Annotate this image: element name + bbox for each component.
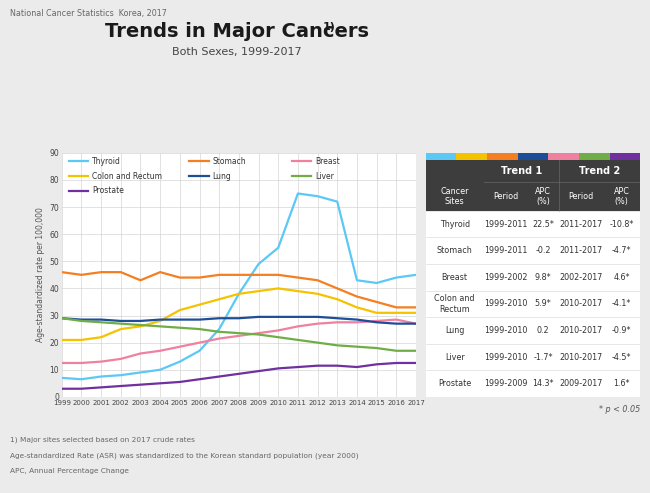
- Text: 1999-2010: 1999-2010: [484, 326, 527, 335]
- Bar: [610, 153, 640, 160]
- Text: 14.3*: 14.3*: [532, 379, 554, 388]
- Bar: [456, 153, 487, 160]
- Text: 2011-2017: 2011-2017: [559, 220, 603, 229]
- Text: Period: Period: [493, 192, 518, 201]
- Text: 5.9*: 5.9*: [535, 299, 552, 309]
- Text: Period: Period: [568, 192, 593, 201]
- Bar: [549, 153, 579, 160]
- Text: 2010-2017: 2010-2017: [559, 352, 603, 361]
- Text: Breast: Breast: [315, 157, 340, 166]
- Text: Cancer
Sites: Cancer Sites: [441, 186, 469, 206]
- Text: 2010-2017: 2010-2017: [559, 299, 603, 309]
- Text: Stomach: Stomach: [437, 246, 473, 255]
- Text: 1) Major sites selected based on 2017 crude rates: 1) Major sites selected based on 2017 cr…: [10, 436, 194, 443]
- Text: 1999-2010: 1999-2010: [484, 299, 527, 309]
- Text: Lung: Lung: [213, 172, 231, 180]
- Text: Trend 1: Trend 1: [500, 166, 542, 176]
- Text: Prostate: Prostate: [92, 186, 124, 195]
- Text: 2002-2017: 2002-2017: [559, 273, 603, 282]
- Text: 4.6*: 4.6*: [613, 273, 630, 282]
- Bar: [426, 264, 640, 290]
- Text: Trends in Major Cancers: Trends in Major Cancers: [105, 22, 369, 41]
- Bar: [426, 290, 640, 317]
- Text: Liver: Liver: [445, 352, 465, 361]
- Text: 1999-2011: 1999-2011: [484, 246, 527, 255]
- Text: APC
(%): APC (%): [535, 186, 551, 206]
- Text: Both Sexes, 1999-2017: Both Sexes, 1999-2017: [172, 47, 302, 57]
- Text: Colon and
Rectum: Colon and Rectum: [434, 294, 475, 314]
- Text: 0.2: 0.2: [537, 326, 549, 335]
- Text: -4.7*: -4.7*: [612, 246, 631, 255]
- Text: Prostate: Prostate: [438, 379, 471, 388]
- Text: 2009-2017: 2009-2017: [559, 379, 603, 388]
- Text: 1999-2002: 1999-2002: [484, 273, 527, 282]
- Bar: [579, 153, 610, 160]
- Text: -10.8*: -10.8*: [609, 220, 634, 229]
- Text: 2011-2017: 2011-2017: [559, 246, 603, 255]
- Text: 9.8*: 9.8*: [535, 273, 551, 282]
- Text: Colon and Rectum: Colon and Rectum: [92, 172, 162, 180]
- Text: 1): 1): [323, 22, 336, 32]
- Bar: [426, 344, 640, 370]
- Bar: [426, 317, 640, 344]
- Text: APC
(%): APC (%): [614, 186, 629, 206]
- Text: Thyroid: Thyroid: [439, 220, 470, 229]
- Text: Liver: Liver: [315, 172, 334, 180]
- Text: 1999-2010: 1999-2010: [484, 352, 527, 361]
- Text: 1999-2009: 1999-2009: [484, 379, 527, 388]
- Bar: [487, 153, 517, 160]
- Text: -0.2: -0.2: [536, 246, 551, 255]
- Text: 1.6*: 1.6*: [613, 379, 630, 388]
- Bar: [426, 211, 640, 238]
- Text: * p < 0.05: * p < 0.05: [599, 405, 640, 414]
- Bar: [426, 153, 456, 160]
- Bar: [426, 160, 640, 211]
- Text: Thyroid: Thyroid: [92, 157, 121, 166]
- Text: APC, Annual Percentage Change: APC, Annual Percentage Change: [10, 468, 129, 474]
- Text: Breast: Breast: [442, 273, 468, 282]
- Text: 1999-2011: 1999-2011: [484, 220, 527, 229]
- Text: Age-standardized Rate (ASR) was standardized to the Korean standard population (: Age-standardized Rate (ASR) was standard…: [10, 453, 358, 459]
- Text: -0.9*: -0.9*: [612, 326, 631, 335]
- Text: Lung: Lung: [445, 326, 464, 335]
- Text: Stomach: Stomach: [213, 157, 246, 166]
- Bar: [517, 153, 549, 160]
- Text: 22.5*: 22.5*: [532, 220, 554, 229]
- Bar: [426, 370, 640, 397]
- Text: -1.7*: -1.7*: [534, 352, 553, 361]
- Bar: [426, 238, 640, 264]
- Text: -4.5*: -4.5*: [612, 352, 631, 361]
- Text: -4.1*: -4.1*: [612, 299, 631, 309]
- Y-axis label: Age-standardized rate per 100,000: Age-standardized rate per 100,000: [36, 208, 45, 342]
- Text: 2010-2017: 2010-2017: [559, 326, 603, 335]
- Text: National Cancer Statistics  Korea, 2017: National Cancer Statistics Korea, 2017: [10, 9, 166, 18]
- Text: Trend 2: Trend 2: [579, 166, 620, 176]
